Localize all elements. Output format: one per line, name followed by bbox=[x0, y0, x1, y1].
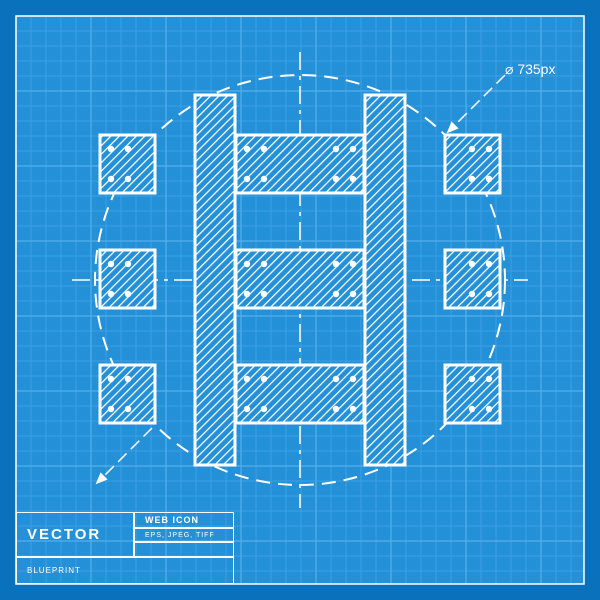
titleblock-vector: VECTOR bbox=[16, 512, 134, 557]
dimension-label: ⌀ 735px bbox=[505, 61, 555, 78]
blueprint-canvas: ⌀ 735px VECTOR WEB ICON EPS, JPEG, TIFF … bbox=[0, 0, 600, 600]
titleblock-spacer bbox=[134, 542, 234, 557]
outer-background bbox=[0, 0, 600, 600]
titleblock-formats: EPS, JPEG, TIFF bbox=[134, 528, 234, 542]
titleblock-webicon: WEB ICON bbox=[134, 512, 234, 528]
titleblock-blueprint: BLUEPRINT bbox=[16, 557, 234, 584]
